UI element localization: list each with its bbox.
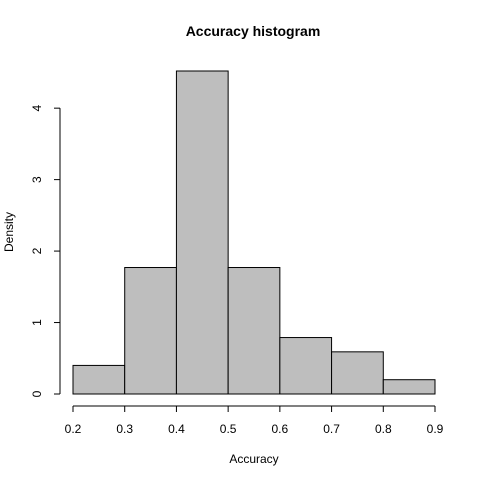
histogram-bar-7 [382,379,436,395]
x-tick-label: 0.9 [427,422,444,436]
histogram-bars [72,70,436,395]
x-axis: 0.2 0.3 0.4 0.5 0.6 0.7 0.8 0.9 [65,405,444,436]
y-tick-label: 1 [30,319,44,326]
histogram-bar-6 [331,351,384,395]
x-tick-label: 0.5 [220,422,237,436]
x-tick-label: 0.6 [272,422,289,436]
histogram-bar-2 [124,267,177,395]
x-tick-label: 0.8 [375,422,392,436]
y-axis: 0 1 2 3 4 [30,105,61,397]
histogram-bar-3 [175,70,229,395]
histogram-bar-1 [72,364,126,395]
x-axis-label: Accuracy [229,452,278,466]
x-tick-label: 0.2 [65,422,82,436]
histogram-bar-4 [227,267,281,395]
y-tick-label: 3 [30,176,44,183]
y-tick-label: 4 [30,105,44,112]
x-tick-label: 0.4 [168,422,185,436]
x-tick-label: 0.3 [116,422,133,436]
x-tick-label: 0.7 [323,422,340,436]
chart-title: Accuracy histogram [186,23,321,39]
y-tick-label: 2 [30,247,44,254]
y-tick-label: 0 [30,390,44,397]
y-axis-label: Density [2,212,16,252]
histogram-bar-5 [279,337,333,395]
